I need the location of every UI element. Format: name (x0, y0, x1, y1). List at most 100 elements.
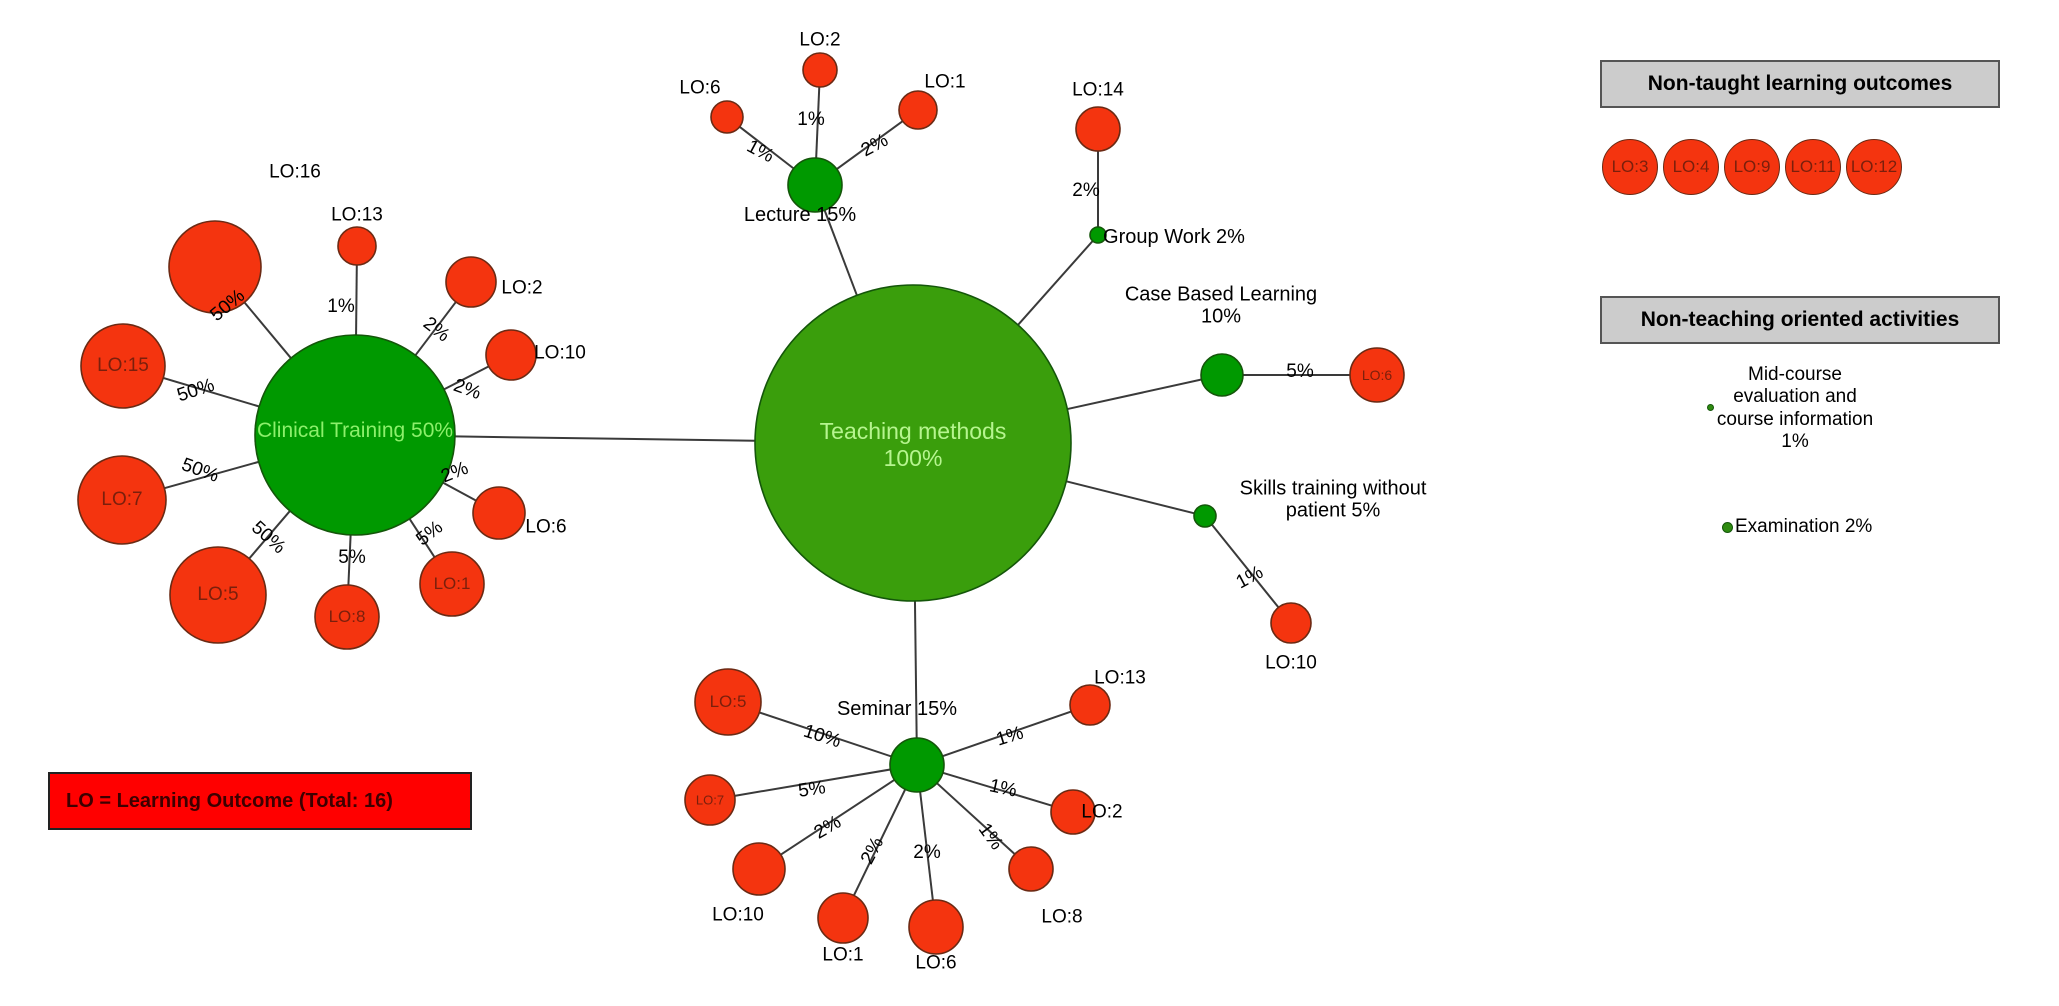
edge-clinical-training-2 (164, 460, 259, 490)
seminar-leaf-node-3[interactable] (817, 892, 869, 944)
clinical-training-leaf-node-8[interactable] (445, 256, 497, 308)
edge-clinical-training-6 (442, 481, 477, 502)
non-taught-outcome-lo-4[interactable]: LO:4 (1663, 139, 1719, 195)
method-label-seminar: Seminar 15% (836, 697, 958, 720)
edge-clinical-training-5 (408, 518, 436, 558)
edge-seminar-3 (852, 788, 907, 896)
non-taught-outcome-label: LO:9 (1733, 157, 1771, 176)
clinical-training-leaf-label-7: LO:10 (534, 342, 586, 364)
seminar-leaf-label-5: LO:8 (1041, 906, 1083, 928)
learning-outcome-legend-text: LO = Learning Outcome (Total: 16) (66, 789, 393, 812)
edge-root-lecture (823, 209, 858, 296)
clinical-training-leaf-node-4[interactable] (314, 584, 380, 650)
method-node-clinical-training[interactable] (254, 334, 456, 536)
edge-root-group-work (1017, 240, 1094, 326)
clinical-training-leaf-node-7[interactable] (485, 329, 537, 381)
panel-header-non-teaching: Non-teaching oriented activities (1600, 296, 2000, 344)
method-node-case-based-learning[interactable] (1200, 353, 1244, 397)
seminar-leaf-label-2: LO:10 (712, 904, 764, 926)
mid-course-activity-label: Mid-course evaluation and course informa… (1680, 364, 1910, 454)
skills-training-leaf-node-0[interactable] (1270, 602, 1312, 644)
mid-course-activity-dot (1707, 404, 1714, 411)
panel-title-non-teaching: Non-teaching oriented activities (1640, 308, 1960, 331)
method-node-group-work[interactable] (1089, 226, 1107, 244)
lecture-leaf-label-0: LO:6 (679, 77, 721, 99)
mid-course-line-2: evaluation and (1733, 386, 1857, 408)
method-label-case-based-learning-line-2: 10% (1200, 306, 1242, 328)
mid-course-line-1: Mid-course (1748, 364, 1842, 385)
edge-clinical-training-0 (243, 301, 292, 359)
clinical-training-leaf-label-0: LO:16 (269, 161, 321, 183)
edge-clinical-training-8 (414, 301, 457, 356)
method-label-skills-training-line-1: Skills training without (1239, 477, 1427, 500)
clinical-training-leaf-node-1[interactable] (80, 323, 166, 409)
skills-training-leaf-label-0: LO:10 (1265, 652, 1317, 674)
method-label-group-work: Group Work 2% (1103, 225, 1245, 248)
non-taught-outcome-lo-12[interactable]: LO:12 (1846, 139, 1902, 195)
seminar-edge-weight-4: 2% (913, 842, 941, 863)
clinical-training-leaf-node-2[interactable] (77, 455, 167, 545)
seminar-leaf-node-1[interactable] (684, 774, 736, 826)
non-taught-outcome-lo-9[interactable]: LO:9 (1724, 139, 1780, 195)
edge-lecture-0 (739, 125, 795, 170)
case-based-learning-edge-weight-0: 5% (1286, 361, 1314, 382)
examination-activity-dot (1722, 522, 1733, 533)
edge-root-clinical-training (454, 435, 756, 442)
examination-label-text: Examination 2% (1735, 516, 1873, 537)
method-node-lecture[interactable] (787, 157, 843, 213)
non-taught-outcome-label: LO:3 (1611, 157, 1649, 176)
lecture-leaf-node-2[interactable] (898, 90, 938, 130)
clinical-training-leaf-node-0[interactable] (168, 220, 262, 314)
seminar-leaf-node-0[interactable] (694, 668, 762, 736)
clinical-training-leaf-label-9: LO:13 (331, 204, 383, 226)
learning-outcome-legend-box: LO = Learning Outcome (Total: 16) (48, 772, 472, 830)
root-node-teaching-methods[interactable] (754, 284, 1072, 602)
seminar-leaf-node-2[interactable] (732, 842, 786, 896)
method-node-seminar[interactable] (889, 737, 945, 793)
edge-lecture-2 (836, 120, 904, 170)
method-label-skills-training: Skills training without patient 5% (1240, 478, 1427, 523)
edge-clinical-training-4 (347, 534, 352, 586)
seminar-leaf-node-4[interactable] (908, 899, 964, 955)
clinical-training-edge-weight-9: 1% (327, 296, 355, 317)
non-taught-outcome-lo-11[interactable]: LO:11 (1785, 139, 1841, 195)
edge-seminar-7 (942, 710, 1072, 758)
edge-seminar-5 (936, 782, 1016, 855)
edge-seminar-1 (734, 768, 891, 797)
lecture-leaf-node-0[interactable] (710, 100, 744, 134)
examination-activity-label: Examination 2% (1735, 516, 1872, 538)
lecture-leaf-node-1[interactable] (802, 52, 838, 88)
clinical-training-leaf-label-6: LO:6 (525, 516, 567, 538)
case-based-learning-leaf-node-0[interactable] (1349, 347, 1405, 403)
clinical-training-leaf-label-8: LO:2 (501, 277, 543, 299)
lecture-edge-weight-1: 1% (797, 109, 825, 130)
edge-lecture-1 (815, 86, 821, 159)
edge-root-seminar (913, 600, 918, 739)
group-work-leaf-node-0[interactable] (1075, 106, 1121, 152)
edge-clinical-training-1 (162, 377, 260, 408)
edge-clinical-training-3 (248, 510, 291, 560)
clinical-training-leaf-node-9[interactable] (337, 226, 377, 266)
edge-clinical-training-7 (443, 365, 490, 391)
seminar-edge-weight-1: 5% (796, 777, 827, 802)
seminar-leaf-node-7[interactable] (1069, 684, 1111, 726)
clinical-training-leaf-node-3[interactable] (169, 546, 267, 644)
edge-seminar-2 (780, 779, 895, 856)
clinical-training-edge-weight-4: 5% (338, 547, 366, 568)
non-taught-outcome-lo-3[interactable]: LO:3 (1602, 139, 1658, 195)
non-taught-outcome-label: LO:4 (1672, 157, 1710, 176)
mid-course-line-4: 1% (1781, 431, 1809, 453)
seminar-leaf-label-4: LO:6 (915, 952, 957, 974)
edge-seminar-4 (919, 791, 934, 901)
seminar-leaf-node-5[interactable] (1008, 846, 1054, 892)
method-node-skills-training[interactable] (1193, 504, 1217, 528)
clinical-training-leaf-node-5[interactable] (419, 551, 485, 617)
method-label-lecture: Lecture 15% (743, 203, 857, 226)
seminar-leaf-node-6[interactable] (1050, 789, 1096, 835)
seminar-leaf-label-3: LO:1 (822, 944, 864, 966)
non-taught-outcome-label: LO:11 (1790, 157, 1836, 176)
group-work-leaf-label-0: LO:14 (1072, 79, 1124, 101)
panel-header-non-taught: Non-taught learning outcomes (1600, 60, 2000, 108)
clinical-training-leaf-node-6[interactable] (472, 486, 526, 540)
